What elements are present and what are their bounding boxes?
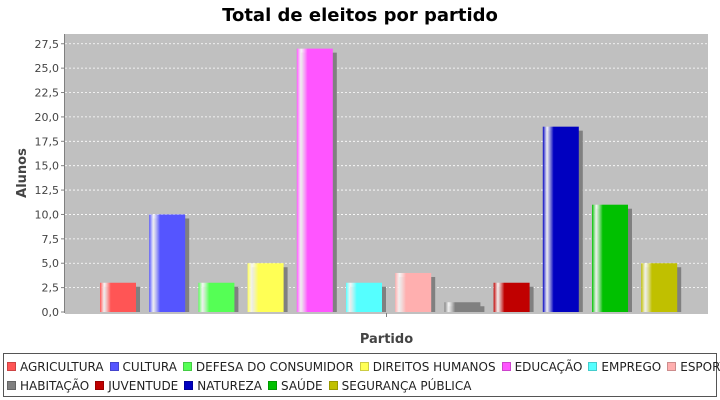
legend-swatch — [95, 381, 105, 390]
legend-swatch — [667, 362, 677, 371]
legend-swatch — [184, 381, 194, 390]
y-tick-label: 5,0 — [42, 257, 60, 270]
legend-label: JUVENTUDE — [108, 378, 179, 393]
bar-agricultura — [100, 282, 136, 312]
bar-chart: 0,0 2,5 5,0 7,5 10,0 12,5 15,0 17,5 20,0 22,5 25,0… — [15, 34, 708, 347]
legend-item: AGRICULTURA — [7, 360, 104, 374]
y-tick-label: 22,5 — [35, 87, 60, 100]
y-tick-label: 12,5 — [35, 184, 60, 197]
y-tick-label: 15,0 — [35, 160, 60, 173]
legend-item: EDUCAÇÃO — [501, 359, 583, 374]
bar-natureza — [542, 126, 579, 313]
legend-item: ESPORTES — [667, 360, 720, 374]
legend-label: SAÚDE — [280, 378, 323, 393]
legend-swatch — [267, 381, 277, 390]
bar-habita-o — [444, 302, 481, 312]
y-tick-label: 0,0 — [42, 306, 60, 319]
legend-label: SEGURANÇA PÚBLICA — [341, 378, 472, 393]
bar-esportes — [395, 272, 432, 312]
legend-item: DEFESA DO CONSUMIDOR — [182, 359, 354, 374]
legend-swatch — [359, 362, 369, 371]
legend-item: JUVENTUDE — [95, 379, 178, 393]
legend-label: HABITAÇÃO — [20, 378, 90, 393]
legend-label: DIREITOS HUMANOS — [372, 359, 496, 374]
legend-item: DIREITOS HUMANOS — [359, 359, 496, 374]
y-tick-label: 7,5 — [42, 233, 60, 246]
y-tick-label: 20,0 — [35, 111, 60, 124]
legend-label: AGRICULTURA — [20, 359, 104, 374]
legend-item: SEGURANÇA PÚBLICA — [328, 378, 472, 393]
legend-swatch — [7, 362, 16, 371]
y-tick-label: 17,5 — [35, 135, 60, 148]
bar-seguran-a-p-blica — [641, 263, 678, 312]
legend-item: NATUREZA — [184, 379, 262, 393]
y-tick-label: 2,5 — [42, 282, 60, 295]
legend-row: AGRICULTURA CULTURA DEFESA DO CONSUMIDOR DI… — [7, 357, 720, 376]
legend-swatch — [7, 381, 16, 390]
x-axis-label: Partido — [360, 332, 413, 347]
legend-label: NATUREZA — [197, 378, 262, 393]
bar-educa-o — [296, 48, 333, 312]
legend-label: ESPORTES — [680, 359, 720, 374]
legend-item: CULTURA — [109, 359, 177, 374]
legend-swatch — [182, 362, 192, 371]
y-tick-label: 25,0 — [35, 62, 60, 75]
bar-emprego — [346, 282, 382, 312]
legend-label: CULTURA — [122, 359, 177, 374]
y-axis-label: Alunos — [15, 148, 30, 198]
chart-title: Total de eleitos por partido — [222, 5, 498, 26]
y-tick-label: 27,5 — [35, 38, 60, 51]
bar-cultura — [149, 214, 186, 312]
bar-direitos-humanos — [247, 263, 284, 312]
legend-item: HABITAÇÃO — [7, 379, 89, 393]
legend-row: HABITAÇÃO JUVENTUDE NATUREZA SAÚDE SEGURANÇA… — [7, 376, 713, 395]
bar-juventude — [493, 282, 530, 312]
legend-label: DEFESA DO CONSUMIDOR — [195, 359, 354, 374]
legend-swatch — [109, 362, 119, 371]
legend-swatch — [501, 362, 511, 371]
y-tick-label: 10,0 — [35, 208, 60, 221]
legend-item: SAÚDE — [267, 378, 323, 393]
bar-defesa-do-consumidor — [198, 282, 235, 312]
chart-legend: AGRICULTURA CULTURA DEFESA DO CONSUMIDOR DI… — [3, 353, 720, 397]
legend-swatch — [328, 381, 338, 390]
legend-item: EMPREGO — [588, 360, 661, 374]
legend-label: EMPREGO — [601, 359, 662, 374]
legend-label: EDUCAÇÃO — [514, 359, 583, 374]
bar-sa-de — [592, 204, 628, 312]
legend-swatch — [588, 362, 598, 371]
